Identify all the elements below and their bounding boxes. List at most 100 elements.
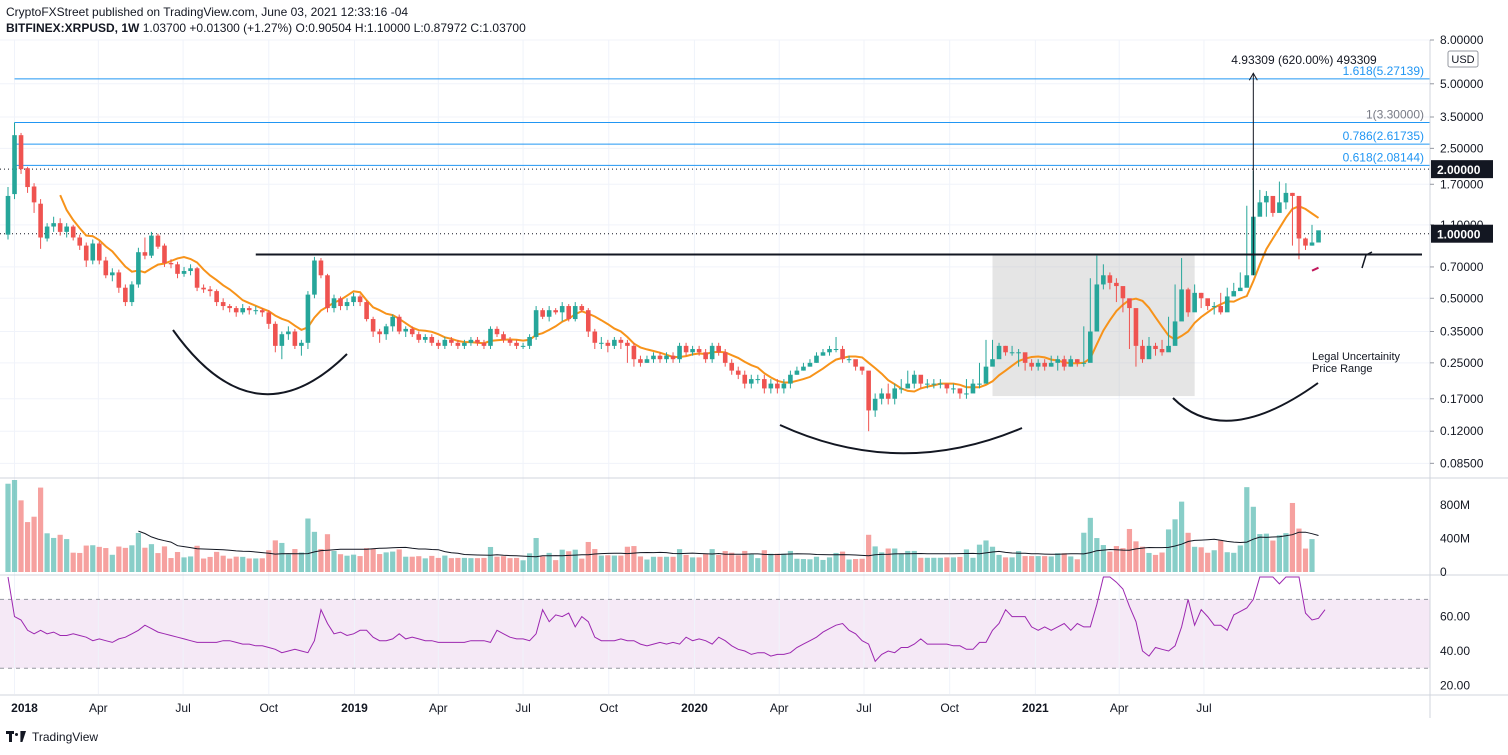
volume-bar <box>696 557 702 572</box>
volume-bar <box>1042 556 1048 572</box>
candle-body <box>957 388 963 394</box>
candle-body <box>605 342 611 346</box>
volume-tick-label: 0 <box>1440 565 1447 579</box>
candle-body <box>1029 362 1034 367</box>
volume-bar <box>1237 545 1243 572</box>
volume-bar <box>859 558 865 572</box>
candle-body <box>1094 284 1100 332</box>
volume-bar <box>598 555 604 572</box>
candle-body <box>103 260 109 276</box>
candle-body <box>814 355 819 363</box>
volume-bar <box>572 549 578 572</box>
candle-body <box>911 374 917 384</box>
volume-bar <box>605 555 611 572</box>
volume-bar <box>963 549 970 572</box>
candle-body <box>83 245 89 261</box>
candle-body <box>1166 345 1171 353</box>
volume-bar <box>337 554 344 572</box>
x-tick-label: 2019 <box>341 701 368 715</box>
volume-bar <box>950 557 956 572</box>
fib-label: 1(3.30000) <box>1366 107 1424 121</box>
candle-body <box>175 264 180 274</box>
volume-bar <box>396 549 402 572</box>
candle-body <box>585 310 591 332</box>
candle-body <box>925 383 930 385</box>
volume-bar <box>331 551 337 572</box>
candle-body <box>5 195 11 235</box>
volume-bar <box>240 556 246 572</box>
y-tick-label: 3.50000 <box>1440 110 1484 124</box>
candle-body <box>168 263 174 265</box>
candle-body <box>579 306 585 311</box>
volume-bar <box>813 556 820 572</box>
publish-info: CryptoFXStreet published on TradingView.… <box>6 5 409 19</box>
volume-bar <box>683 554 689 572</box>
volume-bar <box>442 555 448 572</box>
candle-body <box>1120 286 1126 299</box>
volume-bar <box>357 556 363 572</box>
candle-body <box>716 345 721 353</box>
candle-body <box>253 310 259 312</box>
candle-body <box>853 359 858 367</box>
candle-body <box>233 308 239 313</box>
volume-bar <box>409 556 415 572</box>
candle-body <box>735 370 741 375</box>
volume-bar <box>657 556 663 572</box>
volume-bar <box>1224 552 1230 572</box>
volume-bar <box>787 550 793 572</box>
candle-body <box>1290 192 1295 196</box>
candle-body <box>846 359 852 361</box>
volume-bar <box>1009 557 1015 572</box>
price-label-text: 1.00000 <box>1437 228 1481 242</box>
y-tick-label: 0.17000 <box>1440 392 1484 406</box>
volume-bar <box>142 547 148 572</box>
candle-body <box>1133 308 1139 346</box>
rsi-line <box>7 576 1326 663</box>
volume-bar <box>774 553 780 572</box>
volume-bar <box>611 555 617 572</box>
candle-body <box>1309 242 1315 246</box>
volume-bar <box>1218 540 1224 572</box>
candle-body <box>12 135 17 195</box>
candle-body <box>390 316 395 327</box>
high-label: H: <box>354 21 367 35</box>
volume-bar <box>924 557 930 572</box>
candle-body <box>768 383 774 389</box>
volume-bar <box>474 558 481 572</box>
volume-bar <box>1068 556 1074 572</box>
volume-bar <box>1257 534 1263 572</box>
low-label: L: <box>413 21 424 35</box>
volume-bar <box>839 551 846 572</box>
volume-bar <box>429 555 435 572</box>
candle-body <box>220 302 226 307</box>
candle-body <box>1185 289 1191 313</box>
volume-bar <box>976 544 983 572</box>
candle-body <box>1055 359 1061 363</box>
price-label-text: 2.00000 <box>1437 163 1481 177</box>
candle-body <box>801 366 806 371</box>
candle-body <box>201 287 206 290</box>
volume-bar <box>57 534 63 572</box>
volume-bar <box>546 552 552 572</box>
candle-body <box>644 359 650 363</box>
volume-bar <box>898 553 904 572</box>
volume-bar <box>676 549 683 572</box>
y-tick-label: 8.00000 <box>1440 33 1484 47</box>
measure-arrowhead <box>1248 72 1258 81</box>
candle-body <box>1231 291 1237 297</box>
volume-bar <box>807 559 813 572</box>
volume-bar <box>161 546 168 572</box>
volume-bar <box>768 553 774 572</box>
volume-bar <box>866 534 872 572</box>
volume-bar <box>559 549 565 572</box>
candle-body <box>1088 331 1093 363</box>
volume-bar <box>650 556 657 572</box>
candle-body <box>918 374 924 384</box>
candle-body <box>403 328 409 332</box>
volume-bar <box>51 537 57 572</box>
volume-bar <box>1100 545 1106 572</box>
candle-body <box>77 237 83 246</box>
pullback-arrow <box>1361 251 1373 269</box>
volume-bar <box>390 551 396 572</box>
